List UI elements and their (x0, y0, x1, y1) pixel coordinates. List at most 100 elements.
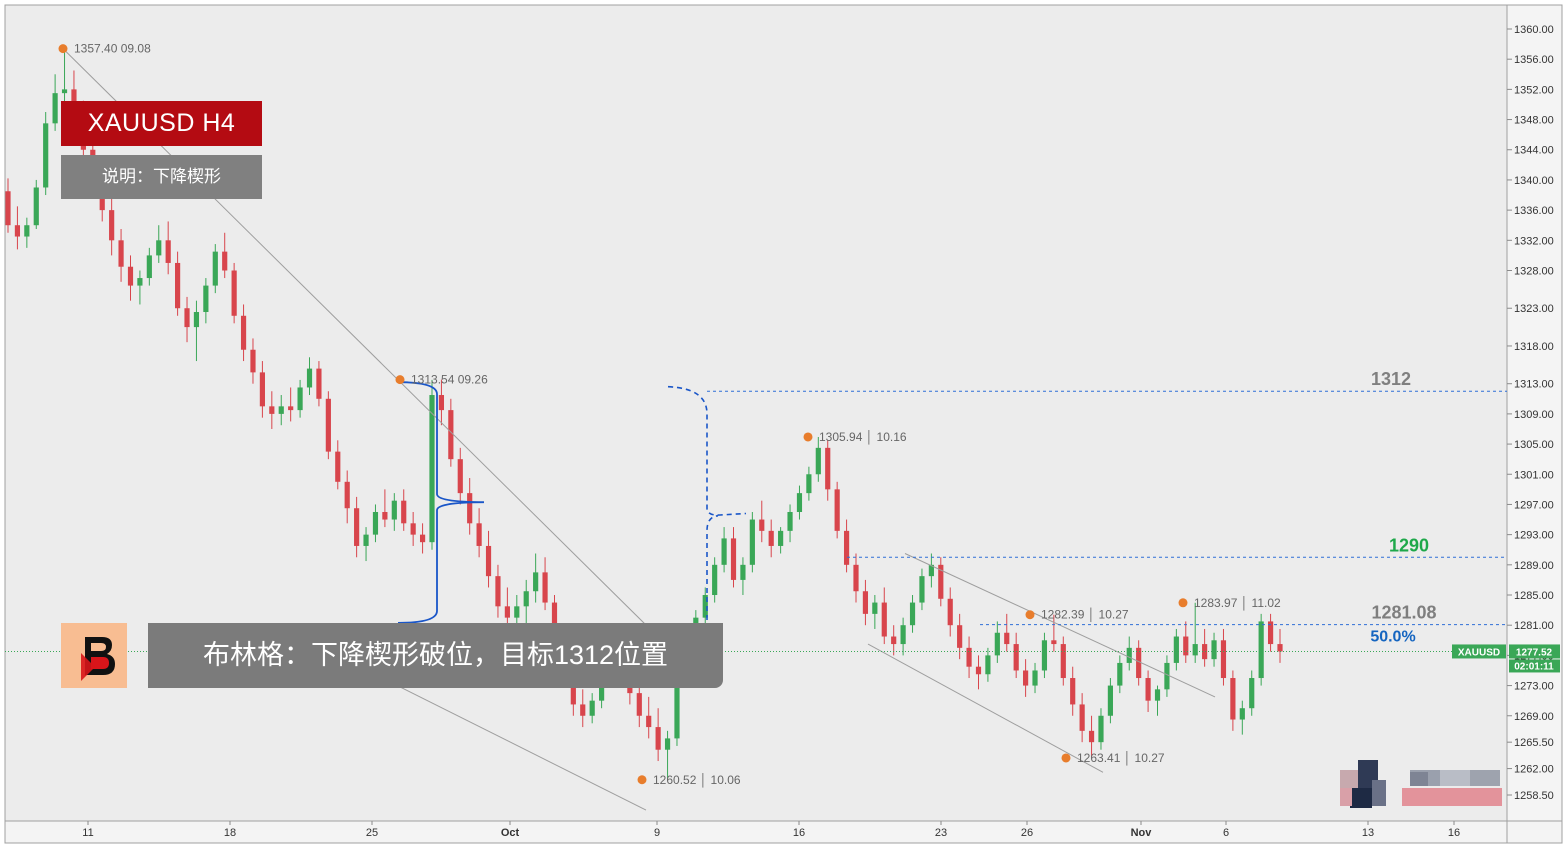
swing-point-marker (803, 432, 813, 442)
y-tick-label: 1318.00 (1514, 341, 1554, 353)
symbol-badge: XAUUSD (1458, 647, 1500, 658)
candle-body (344, 481, 350, 509)
x-tick-label: Nov (1131, 827, 1153, 839)
candle-body (1023, 670, 1029, 686)
chart-border (4, 4, 1563, 844)
candle-body (419, 534, 426, 543)
candle-body (259, 372, 265, 407)
candle-body (1192, 644, 1198, 656)
swing-point-marker (1178, 598, 1188, 608)
candle-body (862, 591, 869, 614)
analysis-comment-box: 布林格：下降楔形破位，目标1312位置 (148, 623, 723, 688)
candle-body (1098, 715, 1104, 743)
swing-point-label: 1282.39 │ 10.27 (1041, 608, 1129, 623)
candle-body (872, 602, 878, 614)
candle-body (1136, 647, 1142, 679)
last-price-badge: 1277.52 (1516, 647, 1553, 658)
candle-body (947, 598, 953, 626)
x-tick-label: 25 (366, 827, 378, 839)
target-level-label: 1281.08 (1371, 603, 1436, 623)
candle-body (5, 191, 11, 226)
candle-body (778, 530, 784, 546)
symbol-badge-bg (1452, 644, 1506, 659)
candle-body (975, 666, 982, 675)
candle-body (184, 308, 190, 328)
candle-body (966, 647, 972, 667)
candle-body (796, 493, 803, 512)
projection-bracket-upper (667, 385, 747, 516)
y-tick-label: 1285.00 (1514, 590, 1554, 602)
candle-body (146, 255, 152, 279)
y-tick-label: 1297.00 (1514, 499, 1554, 511)
candle-body (269, 406, 275, 414)
candle-body (853, 564, 859, 592)
y-tick-label: 1332.00 (1514, 235, 1554, 247)
brand-logo-icon (81, 637, 115, 681)
y-tick-label: 1344.00 (1514, 145, 1554, 157)
candle-body (335, 451, 341, 482)
candle-body (278, 406, 284, 414)
candle-body (193, 312, 200, 328)
candle-body (1041, 640, 1048, 671)
y-tick-label: 1356.00 (1514, 54, 1554, 66)
candle-body (495, 576, 501, 607)
candle-body (1004, 632, 1010, 645)
candle-body (712, 564, 718, 596)
candle-body (316, 368, 322, 399)
candle-body (52, 93, 58, 124)
pattern-subtitle-plate: 说明：下降楔形 (61, 155, 262, 199)
candle-body (14, 225, 21, 237)
candle-body (1230, 678, 1236, 720)
candle-body (485, 545, 492, 577)
y-tick-label: 1340.00 (1514, 175, 1554, 187)
candle-body (523, 591, 529, 607)
y-tick-label: 1323.00 (1514, 303, 1554, 315)
candle-body (109, 210, 115, 241)
swing-point-label: 1283.97 │ 11.02 (1194, 596, 1281, 611)
y-tick-label: 1265.50 (1514, 737, 1554, 749)
candle-body (891, 636, 897, 645)
candle-body (1211, 640, 1217, 660)
y-tick-label: 1262.00 (1514, 764, 1554, 776)
candle-body (391, 500, 397, 520)
candle-body (1249, 678, 1255, 709)
candle-body (768, 530, 774, 546)
candle-body (1220, 640, 1227, 679)
candle-body (589, 700, 595, 716)
x-tick-label: 11 (82, 827, 93, 839)
swing-point-marker (395, 375, 405, 385)
swing-point-label: 1305.94 │ 10.16 (819, 430, 907, 445)
candle-body (1079, 704, 1085, 731)
swing-point-marker (637, 775, 647, 785)
candle-body (881, 602, 887, 637)
x-tick-label: 16 (793, 827, 805, 839)
candle-body (457, 459, 463, 494)
y-tick-label: 1258.50 (1514, 790, 1554, 802)
candle-body (24, 225, 30, 237)
y-tick-label: 1352.00 (1514, 84, 1554, 96)
candle-body (533, 572, 539, 592)
candle-body (1183, 636, 1189, 656)
candle-body (429, 395, 435, 543)
y-tick-label: 1293.00 (1514, 530, 1554, 542)
swing-point-marker (1025, 610, 1035, 620)
candle-body (551, 602, 558, 637)
x-tick-label: Oct (501, 827, 520, 839)
candle-body (994, 632, 1000, 656)
candle-body (372, 511, 379, 535)
wedge-trendline (904, 553, 1216, 698)
candle-body (467, 493, 473, 524)
x-tick-label: 23 (935, 827, 947, 839)
candle-body (156, 240, 162, 256)
x-tick-label: 6 (1223, 827, 1229, 839)
swing-point-marker (1061, 753, 1071, 763)
candle-body (118, 240, 124, 267)
candle-body (1145, 678, 1151, 701)
candle-body (806, 474, 812, 494)
candle-body (250, 349, 256, 373)
candle-body (655, 727, 661, 750)
x-tick-label: 16 (1448, 827, 1460, 839)
candle-body (33, 187, 39, 226)
candle-body (834, 489, 840, 531)
candle-body (476, 523, 482, 546)
